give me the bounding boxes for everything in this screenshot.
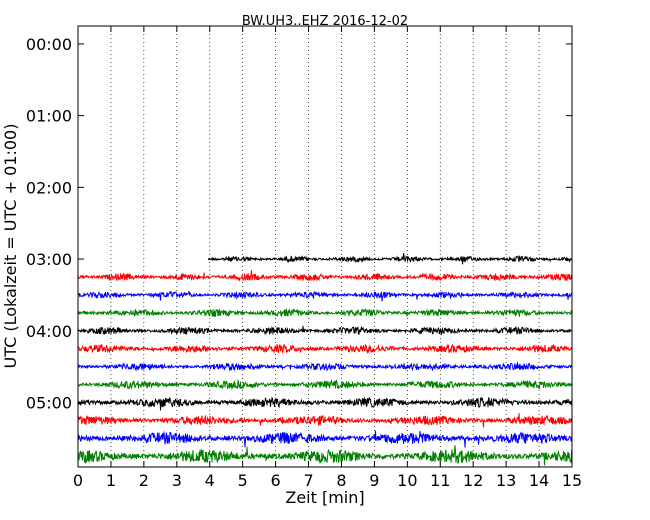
seismic-trace	[77, 270, 573, 282]
y-tick-label: 05:00	[26, 393, 72, 412]
x-tick-label: 11	[430, 471, 450, 490]
y-tick-label: 00:00	[26, 35, 72, 54]
y-tick-label: 01:00	[26, 107, 72, 126]
x-tick-label: 12	[463, 471, 483, 490]
seismic-trace	[77, 325, 573, 336]
seismic-trace	[208, 253, 572, 265]
y-tick-label: 02:00	[26, 178, 72, 197]
y-tick-label: 04:00	[26, 322, 72, 341]
seismic-trace	[77, 290, 573, 302]
x-axis-ticks: 0 1 2 3 4 5 6 7 8 9 10 11 12 13 14 15	[73, 26, 582, 490]
y-axis-ticks: 00:00 01:00 02:00 03:00 04:00 05:00	[26, 35, 572, 412]
x-tick-label: 14	[529, 471, 549, 490]
y-axis-label: UTC (Lokalzeit = UTC + 01:00)	[1, 124, 20, 369]
y-tick-label: 03:00	[26, 250, 72, 269]
seismic-trace	[77, 430, 573, 448]
seismic-trace	[77, 361, 573, 372]
chart-title: BW.UH3..EHZ 2016-12-02	[242, 14, 408, 29]
x-tick-label: 5	[238, 471, 248, 490]
x-tick-label: 13	[496, 471, 516, 490]
seismic-trace	[77, 445, 573, 466]
x-tick-label: 8	[336, 471, 346, 490]
seismic-trace	[77, 396, 573, 411]
x-tick-label: 7	[303, 471, 313, 490]
seismic-trace	[77, 307, 573, 318]
x-tick-label: 10	[397, 471, 417, 490]
x-tick-label: 6	[271, 471, 281, 490]
x-tick-label: 0	[73, 471, 83, 490]
x-tick-label: 15	[562, 471, 582, 490]
x-tick-label: 3	[172, 471, 182, 490]
plot-frame	[77, 25, 573, 468]
grid-lines	[110, 26, 540, 467]
x-tick-label: 2	[139, 471, 149, 490]
trace-group	[77, 253, 573, 466]
x-tick-label: 4	[205, 471, 215, 490]
seismic-trace	[77, 378, 573, 391]
seismic-trace	[77, 343, 573, 355]
x-axis-label: Zeit [min]	[285, 488, 364, 507]
seismic-trace	[77, 413, 573, 428]
x-tick-label: 9	[369, 471, 379, 490]
x-tick-label: 1	[106, 471, 116, 490]
